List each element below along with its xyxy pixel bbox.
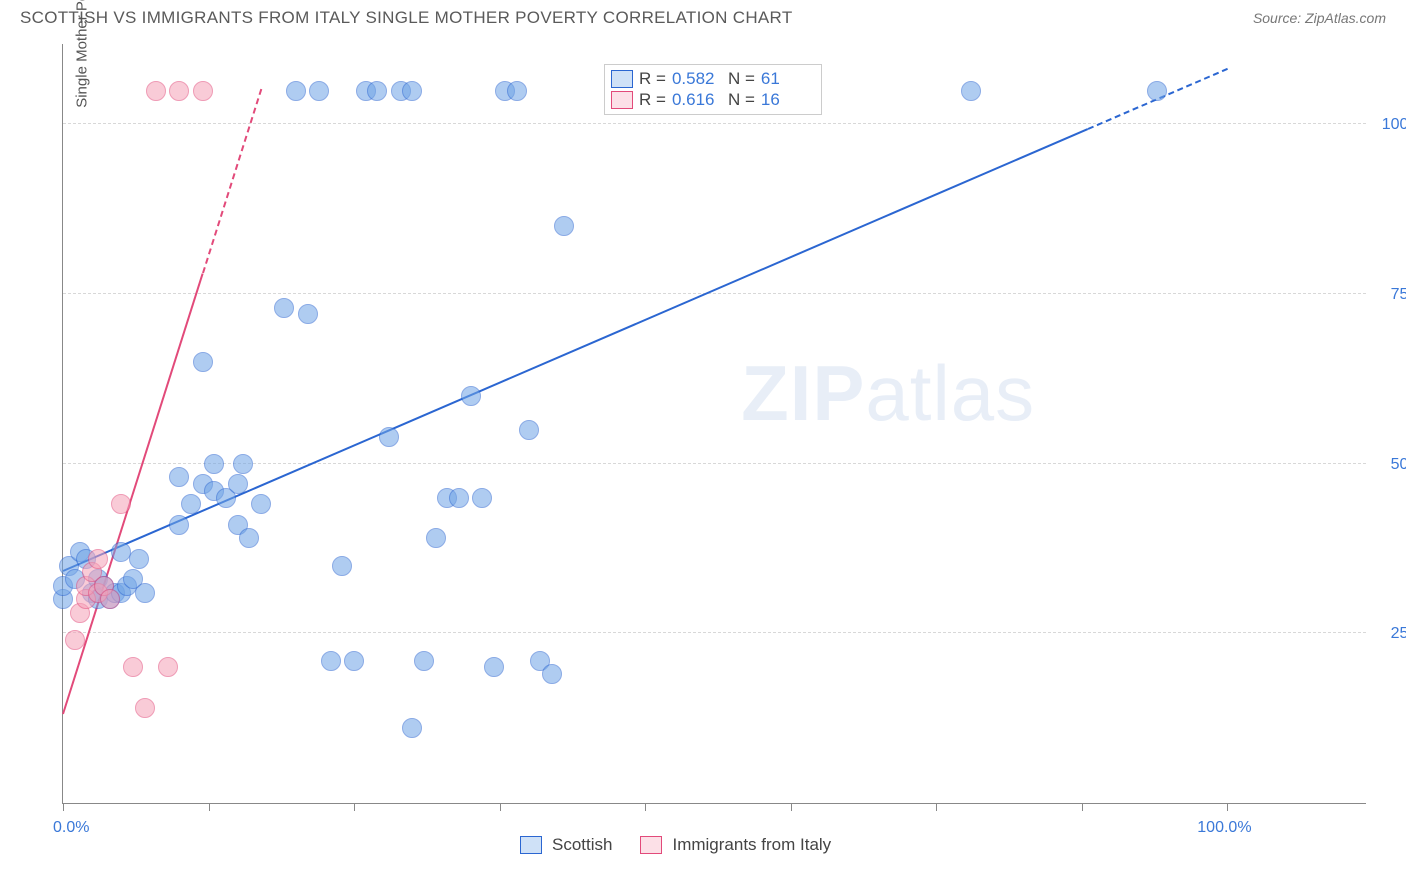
x-tick: [1082, 803, 1083, 811]
data-point: [111, 494, 131, 514]
watermark: ZIPatlas: [741, 348, 1035, 439]
data-point: [228, 474, 248, 494]
x-tick: [209, 803, 210, 811]
data-point: [193, 81, 213, 101]
y-tick-label: 100.0%: [1382, 116, 1406, 134]
x-tick-label: 0.0%: [53, 819, 89, 837]
data-point: [233, 454, 253, 474]
legend-series-label: Immigrants from Italy: [672, 835, 831, 855]
legend-row: R = 0.616 N = 16: [611, 90, 811, 110]
y-tick-label: 75.0%: [1391, 286, 1406, 304]
gridline: [63, 632, 1366, 633]
data-point: [158, 657, 178, 677]
series-legend: Scottish Immigrants from Italy: [520, 835, 849, 855]
legend-n-label: N =: [728, 90, 755, 110]
data-point: [169, 467, 189, 487]
data-point: [135, 583, 155, 603]
legend-r-value: 0.582: [672, 69, 722, 89]
gridline: [63, 463, 1366, 464]
trend-line: [63, 128, 1088, 572]
gridline: [63, 123, 1366, 124]
data-point: [251, 494, 271, 514]
x-tick: [354, 803, 355, 811]
legend-r-label: R =: [639, 90, 666, 110]
item-swatch: [640, 836, 662, 854]
data-point: [542, 664, 562, 684]
data-point: [298, 304, 318, 324]
legend-r-value: 0.616: [672, 90, 722, 110]
data-point: [129, 549, 149, 569]
watermark-zip: ZIP: [741, 349, 865, 437]
scatter-plot: ZIPatlas 25.0%50.0%75.0%100.0%0.0%100.0%: [62, 44, 1366, 804]
data-point: [332, 556, 352, 576]
data-point: [286, 81, 306, 101]
data-point: [100, 589, 120, 609]
source-label: Source: ZipAtlas.com: [1253, 10, 1386, 26]
legend-r-label: R =: [639, 69, 666, 89]
data-point: [193, 352, 213, 372]
data-point: [169, 515, 189, 535]
x-tick: [645, 803, 646, 811]
data-point: [519, 420, 539, 440]
data-point: [414, 651, 434, 671]
legend-n-label: N =: [728, 69, 755, 89]
item-swatch: [520, 836, 542, 854]
data-point: [1147, 81, 1167, 101]
data-point: [169, 81, 189, 101]
correlation-legend: R = 0.582 N = 61 R = 0.616 N = 16: [604, 64, 822, 115]
gridline: [63, 293, 1366, 294]
legend-series-label: Scottish: [552, 835, 612, 855]
data-point: [961, 81, 981, 101]
legend-n-value: 61: [761, 69, 811, 89]
legend-row: R = 0.582 N = 61: [611, 69, 811, 89]
y-tick-label: 25.0%: [1391, 625, 1406, 643]
data-point: [484, 657, 504, 677]
data-point: [88, 549, 108, 569]
data-point: [135, 698, 155, 718]
item-swatch: [611, 70, 633, 88]
data-point: [344, 651, 364, 671]
data-point: [309, 81, 329, 101]
x-tick: [1227, 803, 1228, 811]
data-point: [146, 81, 166, 101]
data-point: [181, 494, 201, 514]
data-point: [379, 427, 399, 447]
data-point: [239, 528, 259, 548]
watermark-atlas: atlas: [865, 349, 1035, 437]
x-tick: [500, 803, 501, 811]
data-point: [402, 81, 422, 101]
data-point: [461, 386, 481, 406]
x-tick: [63, 803, 64, 811]
y-tick-label: 50.0%: [1391, 456, 1406, 474]
data-point: [426, 528, 446, 548]
legend-n-value: 16: [761, 90, 811, 110]
trend-line: [62, 273, 204, 714]
data-point: [367, 81, 387, 101]
x-tick: [936, 803, 937, 811]
data-point: [554, 216, 574, 236]
item-swatch: [611, 91, 633, 109]
data-point: [204, 454, 224, 474]
x-tick-label: 100.0%: [1197, 819, 1251, 837]
data-point: [274, 298, 294, 318]
trend-line: [202, 89, 262, 273]
data-point: [65, 630, 85, 650]
data-point: [402, 718, 422, 738]
x-tick: [791, 803, 792, 811]
data-point: [321, 651, 341, 671]
data-point: [449, 488, 469, 508]
data-point: [123, 657, 143, 677]
data-point: [507, 81, 527, 101]
data-point: [472, 488, 492, 508]
chart-title: SCOTTISH VS IMMIGRANTS FROM ITALY SINGLE…: [20, 8, 793, 28]
